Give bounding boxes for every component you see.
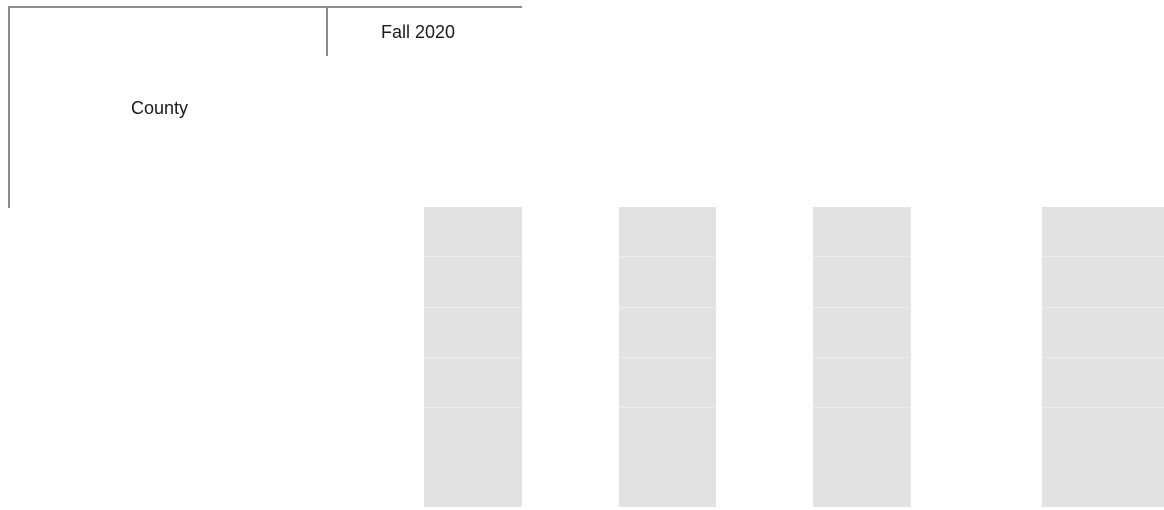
loading-placeholder-column bbox=[619, 207, 716, 507]
loading-placeholder-cell bbox=[813, 308, 911, 358]
header-column-divider bbox=[326, 6, 328, 56]
header-left-border bbox=[8, 6, 10, 208]
loading-placeholder-cell bbox=[619, 358, 716, 409]
loading-placeholder-cell bbox=[1042, 358, 1164, 409]
loading-placeholder-column bbox=[1042, 207, 1164, 507]
loading-placeholder-cell bbox=[813, 408, 911, 507]
loading-placeholder-cell bbox=[1042, 207, 1164, 258]
term-column-header: Fall 2020 bbox=[381, 22, 456, 42]
loading-placeholder-cell bbox=[424, 358, 522, 409]
header-top-border bbox=[8, 6, 522, 8]
loading-placeholder-cell bbox=[1042, 257, 1164, 308]
loading-placeholder-cell bbox=[619, 408, 716, 507]
loading-placeholder-cell bbox=[619, 207, 716, 258]
loading-placeholder-cell bbox=[1042, 408, 1164, 507]
loading-placeholder-cell bbox=[813, 207, 911, 258]
loading-placeholder-cell bbox=[424, 308, 522, 358]
loading-placeholder-cell bbox=[424, 207, 522, 258]
loading-placeholder-cell bbox=[424, 408, 522, 507]
loading-placeholder-column bbox=[813, 207, 911, 507]
county-column-header: County bbox=[131, 98, 189, 118]
loading-placeholder-cell bbox=[619, 257, 716, 308]
loading-placeholder-cell bbox=[813, 257, 911, 308]
loading-placeholder-cell bbox=[813, 358, 911, 409]
loading-placeholder-cell bbox=[619, 308, 716, 358]
loading-placeholder-cell bbox=[424, 257, 522, 308]
loading-placeholder-column bbox=[424, 207, 522, 507]
loading-placeholder-cell bbox=[1042, 308, 1164, 358]
